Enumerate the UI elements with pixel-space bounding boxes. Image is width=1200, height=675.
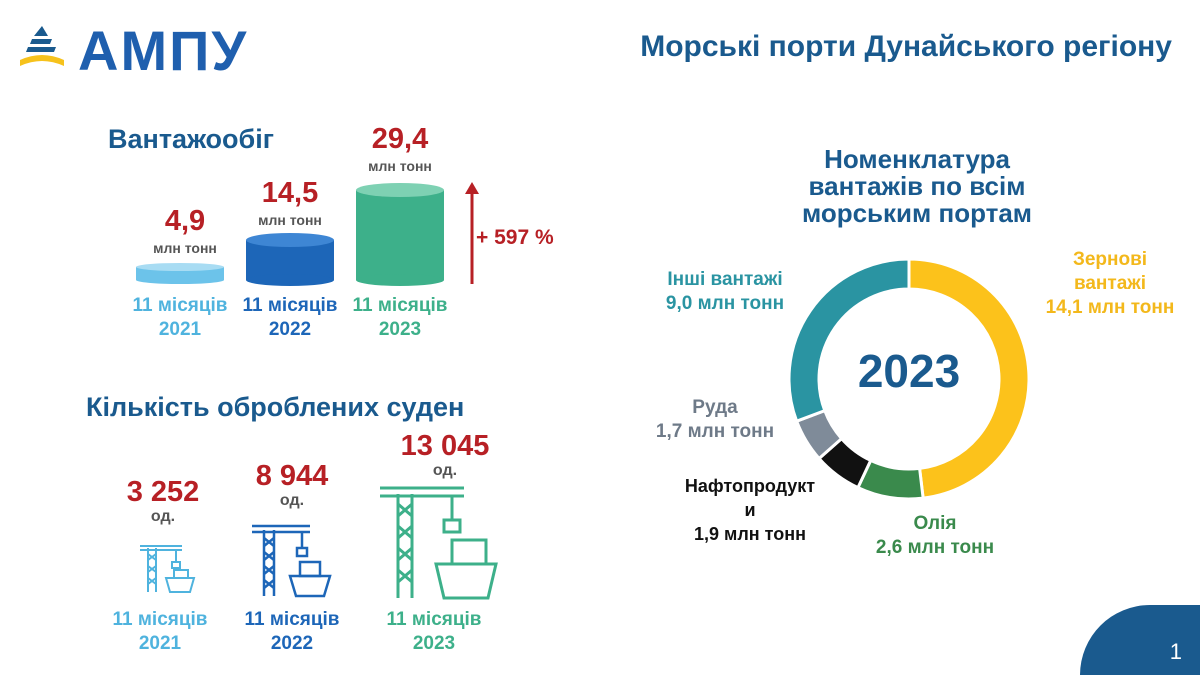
label-grain: Зернові вантажі 14,1 млн тонн — [1030, 248, 1190, 320]
vessels-section-title: Кількість оброблених суден — [86, 392, 465, 422]
cargo-period-2023: 11 місяців 2023 — [338, 294, 462, 342]
growth-arrow — [465, 182, 479, 284]
port-crane-ship-icon — [380, 486, 498, 600]
cargo-period-2021: 11 місяців 2021 — [118, 294, 242, 342]
page-number: 1 — [1169, 639, 1182, 664]
cargo-value-2023: 29,4 — [371, 123, 429, 155]
vessels-value-2023: 13 045 — [400, 430, 490, 462]
cargo-period-2023-line2: 2023 — [378, 319, 422, 340]
brand-logo-text: АМПУ — [78, 19, 249, 82]
vessels-period-2022-line2: 2022 — [270, 633, 314, 654]
cargo-period-2022-line1: 11 місяців — [242, 295, 338, 316]
label-other-line2: 9,0 млн тонн — [665, 293, 785, 314]
vessels-value-2022: 8 944 — [255, 460, 329, 492]
vessels-period-2021-line1: 11 місяців — [112, 609, 208, 630]
cargo-unit-2023: млн тонн — [368, 158, 432, 174]
cylinder-2023 — [356, 183, 444, 286]
donut-center-year: 2023 — [857, 345, 961, 397]
cargo-period-2023-line1: 11 місяців — [352, 295, 448, 316]
vessels-unit-2022: од. — [279, 492, 305, 509]
label-grain-line3: 14,1 млн тонн — [1045, 297, 1175, 318]
cargo-value-2022: 14,5 — [261, 177, 319, 209]
vessels-value-2021: 3 252 — [126, 476, 200, 508]
cargo-unit-2022: млн тонн — [258, 212, 322, 228]
label-grain-line1: Зернові — [1072, 249, 1148, 270]
label-oil-products-line3: 1,9 млн тонн — [694, 524, 806, 544]
label-oil-products-line2: и — [744, 500, 756, 520]
cargo-section-title: Вантажообіг — [108, 124, 274, 154]
donut-slice-0 — [907, 257, 1031, 500]
nomenclature-donut — [787, 257, 1031, 501]
donut-slice-4 — [787, 257, 911, 424]
vessels-period-2022: 11 місяців 2022 — [230, 608, 354, 656]
logo-mark — [20, 26, 64, 66]
label-oil-line2: 2,6 млн тонн — [875, 537, 995, 558]
label-oil: Олія 2,6 млн тонн — [860, 512, 1010, 560]
cargo-period-2022: 11 місяців 2022 — [228, 294, 352, 342]
vessels-period-2023-line2: 2023 — [412, 633, 456, 654]
vessels-period-2023-line1: 11 місяців — [386, 609, 482, 630]
cargo-period-2021-line2: 2021 — [158, 319, 202, 340]
cargo-period-2022-line2: 2022 — [268, 319, 312, 340]
label-oil-products: Нафтопродукт и 1,9 млн тонн — [660, 474, 840, 546]
page-title: Морські порти Дунайського регіону — [640, 30, 1172, 63]
label-other-line1: Інші вантажі — [667, 269, 783, 290]
cargo-cylinders — [136, 183, 444, 286]
growth-label: + 597 % — [476, 226, 554, 249]
vessels-unit-2023: од. — [432, 462, 458, 479]
page-number-badge: 1 — [1080, 605, 1200, 675]
vessels-period-2021-line2: 2021 — [138, 633, 182, 654]
nomenclature-title: Номенклатура вантажів по всім морським п… — [752, 146, 1082, 227]
cylinder-2021 — [136, 263, 224, 284]
vessels-period-2023: 11 місяців 2023 — [372, 608, 496, 656]
label-grain-line2: вантажі — [1073, 273, 1147, 294]
vessels-period-2022-line1: 11 місяців — [244, 609, 340, 630]
vessels-period-2021: 11 місяців 2021 — [98, 608, 222, 656]
cargo-period-2021-line1: 11 місяців — [132, 295, 228, 316]
label-ore-line2: 1,7 млн тонн — [655, 421, 775, 442]
label-ore-line1: Руда — [692, 397, 738, 418]
label-oil-line1: Олія — [913, 513, 957, 534]
label-other: Інші вантажі 9,0 млн тонн — [640, 268, 810, 316]
vessels-unit-2021: од. — [150, 508, 176, 525]
cargo-unit-2021: млн тонн — [153, 240, 217, 256]
label-oil-products-line1: Нафтопродукт — [684, 476, 816, 496]
nomenclature-title-line2: вантажів по всім — [808, 171, 1026, 201]
nomenclature-title-line3: морським портам — [801, 198, 1033, 228]
cylinder-2022 — [246, 233, 334, 286]
nomenclature-title-line1: Номенклатура — [824, 144, 1010, 174]
port-crane-ship-icon — [252, 524, 332, 598]
cargo-value-2021: 4,9 — [164, 205, 206, 237]
label-ore: Руда 1,7 млн тонн — [640, 396, 790, 444]
port-crane-ship-icon — [140, 545, 196, 593]
